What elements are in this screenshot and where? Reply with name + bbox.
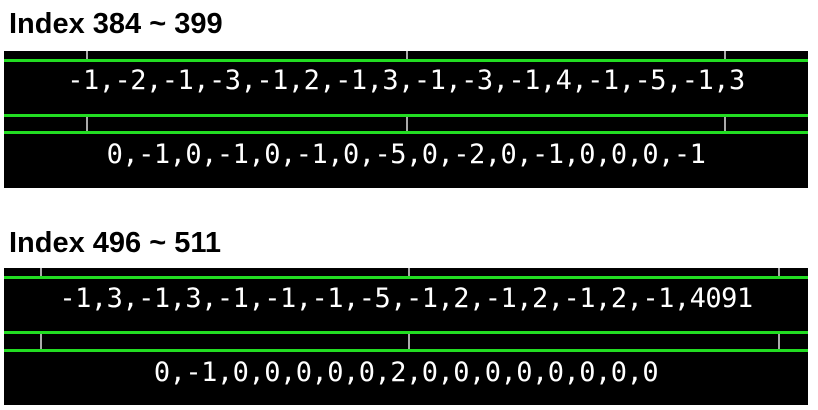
grid-line [4, 276, 808, 279]
section-title-384-399: Index 384 ~ 399 [9, 8, 223, 40]
tick-mark [86, 117, 88, 131]
tick-mark [86, 51, 88, 59]
grid-line [4, 59, 808, 62]
tick-mark [724, 117, 726, 131]
tick-mark [406, 51, 408, 59]
value-row-bottom: 0,-1,0,-1,0,-1,0,-5,0,-2,0,-1,0,0,0,-1 [106, 139, 706, 170]
value-row-top: -1,3,-1,3,-1,-1,-1,-5,-1,2,-1,2,-1,2,-1,… [59, 283, 753, 314]
tick-mark [724, 51, 726, 59]
data-panel-384-399: -1,-2,-1,-3,-1,2,-1,3,-1,-3,-1,4,-1,-5,-… [4, 51, 808, 188]
data-panel-496-511: -1,3,-1,3,-1,-1,-1,-5,-1,2,-1,2,-1,2,-1,… [4, 268, 808, 405]
value-row-top: -1,-2,-1,-3,-1,2,-1,3,-1,-3,-1,4,-1,-5,-… [67, 65, 745, 96]
grid-line [4, 131, 808, 134]
section-title-496-511: Index 496 ~ 511 [9, 227, 222, 259]
tick-mark [778, 334, 780, 349]
grid-line [4, 114, 808, 117]
tick-mark [408, 334, 410, 349]
tick-mark [40, 334, 42, 349]
tick-mark [408, 268, 410, 276]
tick-mark [40, 268, 42, 276]
tick-mark [778, 268, 780, 276]
grid-line [4, 331, 808, 334]
value-row-bottom: 0,-1,0,0,0,0,0,2,0,0,0,0,0,0,0,0 [153, 357, 659, 388]
tick-mark [406, 117, 408, 131]
grid-line [4, 349, 808, 352]
